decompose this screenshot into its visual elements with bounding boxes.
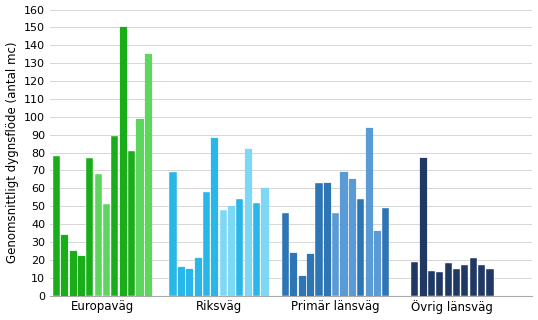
Bar <box>203 192 210 296</box>
Bar <box>349 180 356 296</box>
Bar <box>169 172 176 296</box>
Bar <box>383 208 390 296</box>
Bar <box>145 54 152 296</box>
Bar <box>324 183 331 296</box>
Bar <box>211 138 218 296</box>
Bar <box>478 265 485 296</box>
Bar <box>78 256 85 296</box>
Bar <box>137 119 144 296</box>
Bar <box>86 158 94 296</box>
Bar <box>111 137 118 296</box>
Bar <box>178 267 185 296</box>
Bar <box>307 254 314 296</box>
Bar <box>61 235 68 296</box>
Bar <box>78 256 85 296</box>
Bar <box>103 204 110 296</box>
Bar <box>453 269 460 296</box>
Bar <box>332 213 339 296</box>
Bar <box>299 276 306 296</box>
Bar <box>374 231 381 296</box>
Bar <box>349 180 356 296</box>
Bar <box>195 258 202 296</box>
Bar <box>444 263 452 296</box>
Bar <box>261 188 268 296</box>
Bar <box>470 258 477 296</box>
Bar <box>461 265 469 296</box>
Bar <box>357 199 364 296</box>
Bar <box>137 119 144 296</box>
Bar <box>374 231 381 296</box>
Bar <box>128 151 135 296</box>
Bar <box>220 210 226 296</box>
Bar <box>228 206 235 296</box>
Bar <box>411 262 418 296</box>
Bar <box>253 203 260 296</box>
Bar <box>428 271 435 296</box>
Bar <box>61 235 68 296</box>
Bar <box>282 213 289 296</box>
Bar <box>365 128 373 296</box>
Bar <box>236 199 244 296</box>
Bar <box>186 269 193 296</box>
Bar <box>341 172 348 296</box>
Bar <box>211 138 218 296</box>
Bar <box>69 251 76 296</box>
Y-axis label: Genomsnittligt dygnsflöde (antal mc): Genomsnittligt dygnsflöde (antal mc) <box>5 42 18 263</box>
Bar <box>324 183 331 296</box>
Bar <box>186 269 193 296</box>
Bar <box>69 251 76 296</box>
Bar <box>195 258 202 296</box>
Bar <box>420 158 427 296</box>
Bar <box>119 28 127 296</box>
Bar <box>299 276 306 296</box>
Bar <box>291 253 298 296</box>
Bar <box>245 149 252 296</box>
Bar <box>95 174 102 296</box>
Bar <box>245 149 252 296</box>
Bar <box>178 267 185 296</box>
Bar <box>261 188 268 296</box>
Bar <box>315 183 322 296</box>
Bar <box>53 156 60 296</box>
Bar <box>365 128 373 296</box>
Bar <box>486 269 493 296</box>
Bar <box>145 54 152 296</box>
Bar <box>436 272 443 296</box>
Bar <box>307 254 314 296</box>
Bar <box>119 28 127 296</box>
Bar <box>228 206 235 296</box>
Bar <box>291 253 298 296</box>
Bar <box>341 172 348 296</box>
Bar <box>420 158 427 296</box>
